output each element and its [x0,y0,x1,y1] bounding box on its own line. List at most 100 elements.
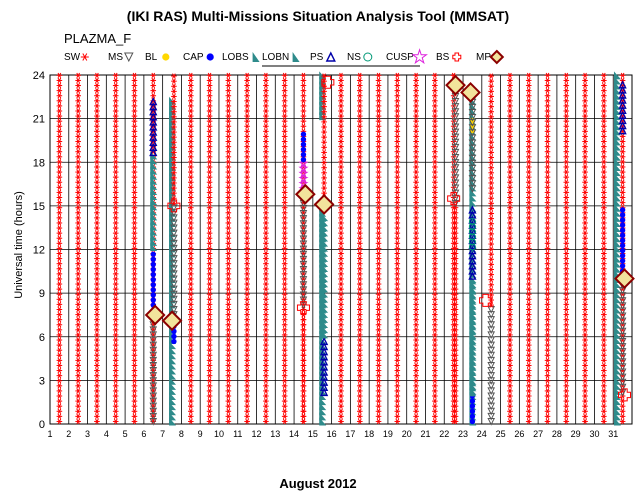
marker-stroke [95,108,99,114]
marker-stroke [76,154,80,160]
marker-sw [94,215,100,221]
marker-stroke [132,403,137,409]
marker-stroke [132,240,137,246]
marker-stroke [95,337,99,343]
marker-stroke [113,332,118,338]
marker-sw [94,413,100,420]
marker-sw [56,189,63,196]
marker-sw [75,98,81,104]
marker-stroke [132,306,137,313]
marker-sw [75,342,81,348]
marker-sw [131,215,138,221]
marker-sw [56,413,63,420]
marker-sw [75,154,81,160]
marker-stroke [113,215,118,221]
marker-stroke [132,194,137,201]
marker-sw [94,398,100,404]
marker-stroke [113,225,118,231]
marker-sw [112,194,119,201]
marker-stroke [95,301,99,308]
marker-stroke [95,128,99,135]
marker-stroke [76,388,80,394]
marker-stroke [76,362,80,369]
marker-stroke [113,261,118,267]
marker-sw [112,179,119,185]
marker-sw [56,342,63,348]
marker-sw [75,403,81,409]
marker-sw [56,215,63,221]
marker-sw [112,362,119,369]
marker-sw [131,367,138,374]
marker-stroke [95,230,99,236]
x-tick-label: 27 [533,429,543,439]
marker-cap [150,276,156,283]
marker-sw [131,189,138,196]
marker-stroke [76,413,80,420]
marker-sw [94,301,100,308]
marker-sw [131,174,138,180]
marker-sw [56,138,63,145]
marker-sw [112,383,119,389]
marker-stroke [57,296,62,302]
marker-sw [94,159,100,165]
marker-stroke [95,322,99,328]
marker-sw [56,205,63,211]
marker-bs [452,52,462,62]
marker-stroke [132,174,137,180]
marker-sw [75,77,81,84]
y-tick-label: 0 [39,419,45,431]
marker-stroke [132,205,137,211]
marker-ms [123,52,134,63]
marker-sw [75,87,81,94]
marker-stroke [113,357,118,364]
marker-stroke [132,179,137,185]
marker-sw [56,332,63,338]
y-tick-label: 21 [33,114,45,126]
marker-sw [112,98,119,104]
x-tick-label: 6 [141,429,146,439]
marker-sw [94,77,100,84]
marker-stroke [76,383,80,389]
marker-sw [94,311,100,318]
marker-stroke [95,332,99,338]
marker-stroke [76,347,80,353]
marker-stroke [113,271,118,277]
marker-sw [112,230,119,236]
marker-sw [94,418,100,425]
marker-stroke [132,378,137,384]
marker-sw [94,271,100,277]
marker-sw [56,250,63,257]
marker-sw [94,98,100,104]
marker-stroke [76,286,80,292]
marker-stroke [76,194,80,201]
marker-sw [94,230,100,236]
x-tick-label: 3 [85,429,90,439]
marker-stroke [95,159,99,165]
marker-sw [112,189,119,196]
marker-sw [56,367,63,374]
marker-sw [131,378,138,384]
marker-sw [131,184,138,191]
marker-stroke [76,220,80,226]
marker-sw [94,291,100,297]
x-tick-label: 8 [179,429,184,439]
marker-stroke [57,118,62,124]
marker-sw [56,291,63,297]
x-tick-label: 16 [327,429,337,439]
marker-stroke [95,266,99,272]
marker-stroke [132,393,137,399]
marker-sw [75,143,81,150]
marker-sw [56,276,63,282]
x-tick-label: 1 [47,429,52,439]
marker-stroke [95,286,99,292]
marker-stroke [76,291,80,297]
marker-sw [112,250,119,257]
marker-sw [94,327,100,333]
marker-stroke [113,143,118,150]
marker-sw [75,306,81,313]
marker-sw [56,230,63,236]
y-tick-label: 9 [39,288,45,300]
marker-sw [75,398,81,404]
marker-sw [112,210,119,216]
marker-stroke [132,220,137,226]
